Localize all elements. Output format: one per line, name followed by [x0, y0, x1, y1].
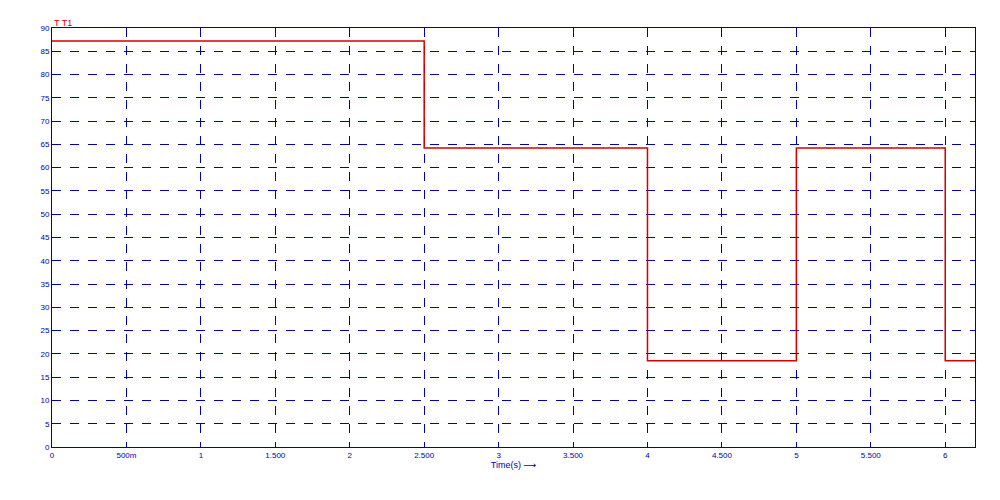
svg-text:70: 70 — [40, 117, 49, 126]
svg-text:3: 3 — [496, 451, 501, 460]
svg-text:60: 60 — [40, 163, 49, 172]
svg-text:T T1: T T1 — [54, 18, 72, 28]
svg-text:0: 0 — [50, 451, 55, 460]
svg-text:500m: 500m — [116, 451, 136, 460]
svg-text:65: 65 — [40, 140, 49, 149]
svg-text:90: 90 — [40, 24, 49, 33]
svg-text:2: 2 — [348, 451, 353, 460]
svg-text:35: 35 — [40, 280, 49, 289]
svg-text:75: 75 — [40, 94, 49, 103]
svg-text:85: 85 — [40, 47, 49, 56]
svg-text:10: 10 — [40, 396, 49, 405]
svg-text:6: 6 — [943, 451, 948, 460]
svg-text:4.500: 4.500 — [712, 451, 733, 460]
svg-text:5.500: 5.500 — [861, 451, 882, 460]
svg-text:1: 1 — [199, 451, 204, 460]
svg-text:0: 0 — [45, 443, 50, 452]
svg-text:30: 30 — [40, 303, 49, 312]
svg-text:1.500: 1.500 — [265, 451, 286, 460]
svg-text:15: 15 — [40, 373, 49, 382]
svg-text:50: 50 — [40, 210, 49, 219]
svg-text:40: 40 — [40, 257, 49, 266]
svg-text:2.500: 2.500 — [414, 451, 435, 460]
svg-text:80: 80 — [40, 70, 49, 79]
svg-text:4: 4 — [645, 451, 650, 460]
svg-text:55: 55 — [40, 187, 49, 196]
svg-text:5: 5 — [794, 451, 799, 460]
svg-text:45: 45 — [40, 233, 49, 242]
svg-text:5: 5 — [45, 420, 50, 429]
svg-text:Time(s) ⟶: Time(s) ⟶ — [491, 460, 537, 470]
svg-text:25: 25 — [40, 326, 49, 335]
svg-text:20: 20 — [40, 350, 49, 359]
svg-text:3.500: 3.500 — [563, 451, 584, 460]
